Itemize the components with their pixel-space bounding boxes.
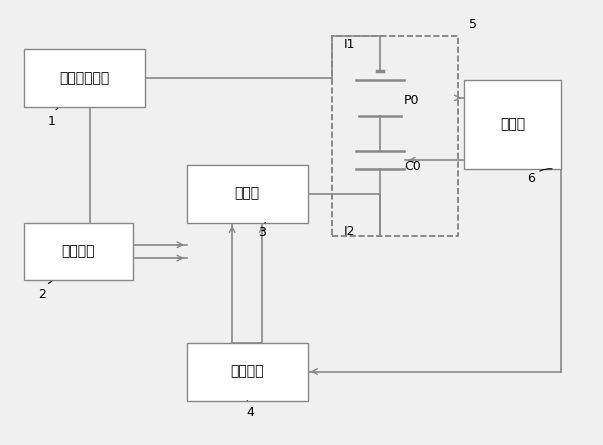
Text: 2: 2 — [38, 281, 52, 301]
Text: 1: 1 — [47, 108, 58, 128]
Text: 3: 3 — [258, 222, 267, 239]
Text: 电池单元: 电池单元 — [62, 244, 95, 259]
Text: P0: P0 — [404, 93, 420, 107]
Text: 比较电路: 比较电路 — [230, 364, 264, 379]
Bar — [24, 49, 145, 107]
Bar — [24, 222, 133, 280]
Text: C0: C0 — [404, 160, 421, 174]
Bar — [464, 80, 561, 169]
Text: 逆变器: 逆变器 — [235, 186, 260, 201]
Text: 空调器: 空调器 — [500, 117, 525, 132]
Text: I2: I2 — [344, 225, 355, 238]
Bar — [187, 343, 308, 401]
Bar — [332, 36, 458, 236]
Text: 6: 6 — [526, 169, 552, 186]
Text: 5: 5 — [469, 18, 478, 31]
Text: 市电电源单元: 市电电源单元 — [59, 71, 110, 85]
Text: I1: I1 — [344, 38, 355, 51]
Bar — [187, 165, 308, 222]
Text: 4: 4 — [246, 400, 254, 419]
